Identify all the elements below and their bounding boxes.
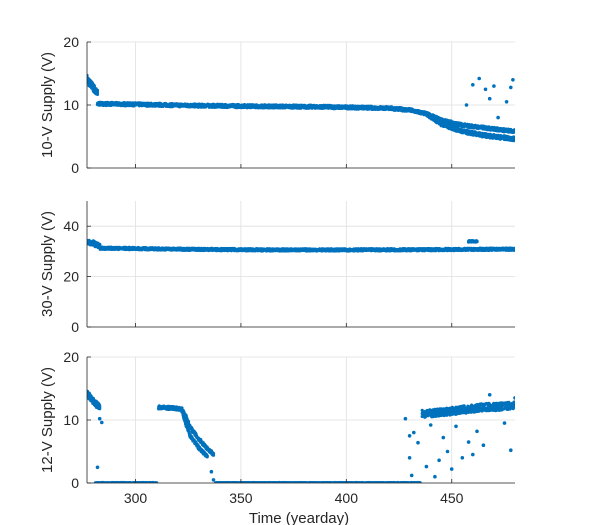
panel-1: 0 10 20 10-V Supply (V): [39, 34, 515, 176]
data-point: [98, 404, 102, 408]
y-axis-label: 10-V Supply (V): [39, 52, 56, 158]
data-point: [477, 76, 482, 81]
data-point: [98, 407, 102, 411]
data-layer: [87, 73, 515, 143]
data-point: [464, 103, 469, 107]
y-tick-label: 40: [63, 218, 79, 234]
y-tick-label: 20: [63, 34, 79, 50]
data-point: [492, 84, 496, 88]
y-tick-label: 20: [63, 269, 79, 285]
y-tick-label: 10: [63, 97, 79, 113]
data-point: [504, 100, 509, 104]
data-point: [509, 85, 513, 90]
data-point: [95, 92, 100, 96]
data-point: [513, 248, 515, 252]
y-axis-label: 30-V Supply (V): [39, 211, 56, 317]
data-point: [471, 83, 475, 87]
data-point: [513, 136, 515, 140]
y-tick-label: 0: [71, 319, 79, 335]
data-point: [483, 87, 488, 92]
data-point: [95, 90, 100, 94]
data-layer: [87, 389, 515, 483]
data-point: [513, 139, 515, 143]
data-point: [511, 78, 515, 82]
data-point: [475, 239, 479, 243]
data-point: [513, 128, 515, 132]
data-point: [92, 84, 96, 88]
data-point: [496, 115, 500, 120]
y-tick-label: 0: [71, 160, 79, 176]
data-layer: [87, 238, 515, 253]
panel-2: 0 20 40 30-V Supply (V): [39, 201, 515, 335]
data-point: [487, 96, 492, 101]
